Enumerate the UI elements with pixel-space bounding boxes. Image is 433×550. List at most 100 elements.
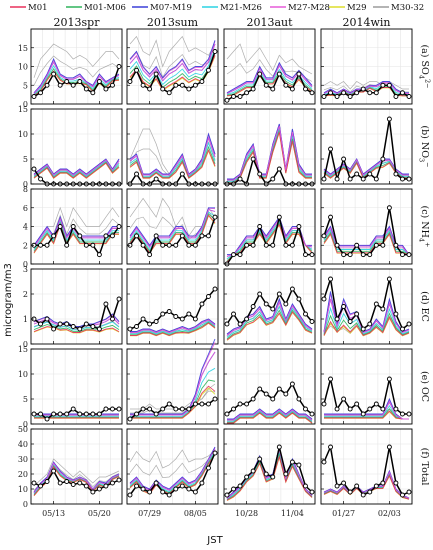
observation-point [406,321,412,327]
series-line [33,321,120,331]
observation-point [38,321,43,327]
observation-point [341,480,347,486]
series-line-m07-m19 [129,132,216,175]
observation-point [116,64,122,69]
series-line-m30-32 [129,197,216,237]
observation-point [367,406,373,412]
observation-point [250,468,256,474]
panel: 0 5 10 15 [18,105,123,189]
observation-point [283,242,289,248]
observation-point [373,242,379,248]
observation-point [393,480,399,486]
series-line-m07-m19 [323,81,409,94]
x-tick-label: 05/20 [88,509,111,518]
observation-point [44,416,50,422]
observation-point [77,411,83,417]
observation-point [328,146,333,152]
series-line [33,324,120,332]
observation-point [206,401,211,407]
y-tick-label: 0 [23,100,28,109]
observation-point [250,86,256,92]
observation-point [386,276,392,282]
observation-point [192,401,198,407]
season-title: 2013spr [54,16,101,29]
observation-point [341,252,347,258]
observation-point [347,94,353,99]
observation-point [90,324,96,329]
series-line-m27-m28 [323,82,409,95]
series-line-m07-m19 [129,40,216,79]
observation-point [341,156,347,162]
observation-point [354,90,360,96]
observation-point [250,304,256,309]
series-line [227,412,313,424]
observation-point [192,82,198,88]
y-tick-label: 1 [23,315,28,324]
observation-point [354,311,360,317]
y-tick-label: 5 [23,81,28,90]
row-label: (c) NH4+ [418,206,432,248]
observation-point [347,319,353,324]
observation-point [127,492,133,498]
observation-point [244,90,250,96]
observation-point [270,396,276,402]
observation-point [160,406,166,412]
observation-point [380,306,386,312]
y-tick-label: 0 [23,180,28,189]
observation-point [309,252,315,258]
series-line [33,326,120,333]
series-line [33,223,119,254]
series-line [129,211,216,251]
observation-point [380,156,386,162]
observation-point [347,252,353,258]
observation-point [367,171,373,177]
y-tick-label: 2 [23,290,28,299]
observation-point [386,376,392,382]
panel [126,28,219,105]
observation-point [192,489,198,495]
legend-label: M27-M28 [288,3,330,13]
series-line-m07-m19 [33,158,120,175]
legend: M01 M01-M06 M07-M19 M21-M26 M27-M28 M29 M30-32 [10,3,424,13]
observation-point [321,459,327,465]
series-line [33,162,120,179]
observation-point [393,311,399,317]
observation-point [160,242,166,248]
observation-point [270,306,276,312]
panel: 07/29 08/05 [126,428,219,518]
series-line [323,162,409,179]
legend-label: M01 [28,3,48,13]
observation-point [400,411,405,417]
series-line-m07-m19 [227,408,313,420]
series-line-m27-m28 [323,298,410,334]
y-tick-label: 0 [23,500,28,509]
row-label: (a) SO42− [418,44,432,88]
observation-point [134,67,139,73]
observation-point [231,486,236,492]
observation-point [212,49,218,54]
panel [320,268,413,345]
x-tick-label: 05/13 [42,509,65,518]
observation-point [77,326,83,332]
observation-point [250,242,256,248]
series-line-m30-32 [226,43,313,75]
series-line [129,48,216,86]
observation-point [360,86,366,92]
observation-point [110,82,115,88]
observation-point [147,86,153,92]
observation-point [90,411,96,417]
series-line-m07-m19 [226,61,313,94]
series-line [129,52,216,89]
panel [223,268,316,345]
series-line-m27-m28 [129,43,216,82]
observation-point [334,94,340,99]
observation-point [70,406,76,412]
observation-point [257,224,263,229]
y-tick-label: 10 [18,63,28,72]
observation-point [224,492,230,498]
series-line-m27-m28 [33,159,120,176]
y-tick-label: 5 [23,155,28,164]
observation-point [393,406,399,412]
panel [126,268,219,345]
panel: 01/27 02/03 [320,428,413,518]
